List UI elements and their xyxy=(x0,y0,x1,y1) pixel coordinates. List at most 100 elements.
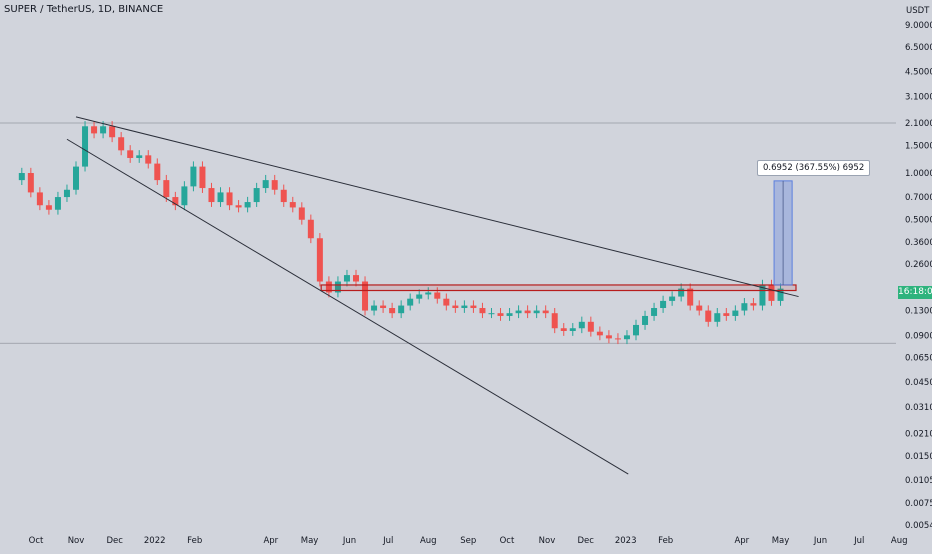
price-tick-label: 6.5000 xyxy=(905,43,932,53)
trendlines xyxy=(66,116,799,475)
candle-body xyxy=(208,188,215,203)
candle-body xyxy=(470,305,477,309)
candle-body xyxy=(551,313,558,329)
time-tick-label: Oct xyxy=(500,536,515,546)
candle-body xyxy=(253,188,260,203)
candle-body xyxy=(154,163,161,181)
support-zone xyxy=(320,284,797,292)
candle-body xyxy=(479,308,486,314)
candle-body xyxy=(262,180,269,189)
time-tick-label: Aug xyxy=(420,536,437,546)
time-tick-label: May xyxy=(301,536,319,546)
time-tick-label: Jul xyxy=(382,536,393,546)
candle-body xyxy=(759,284,766,306)
candle-body xyxy=(777,288,784,301)
candle-body xyxy=(289,202,296,208)
upper-trendline xyxy=(75,116,799,298)
time-tick-label: Jul xyxy=(853,536,864,546)
candle-body xyxy=(371,305,378,311)
candle-body xyxy=(362,281,369,311)
candle-body xyxy=(696,305,703,311)
candle-body xyxy=(515,310,522,314)
candle-body xyxy=(416,294,423,299)
candle-body xyxy=(226,192,233,206)
candle-body xyxy=(82,126,89,167)
time-tick-label: Sep xyxy=(460,536,476,546)
time-tick-label: Oct xyxy=(29,536,44,546)
candle-body xyxy=(669,296,676,301)
candle-body xyxy=(398,305,405,314)
candle-body xyxy=(605,335,612,339)
candle-body xyxy=(578,321,585,329)
time-tick-label: Jun xyxy=(813,536,827,546)
candle-body xyxy=(425,292,432,295)
candle-body xyxy=(633,324,639,336)
candle-body xyxy=(127,150,134,158)
support-zone-box xyxy=(320,284,797,292)
candle-body xyxy=(533,310,540,314)
price-axis: 9.0000 6.5000 4.5000 3.1000 2.1000 1.5000 1.00… xyxy=(905,21,932,531)
candle-body xyxy=(443,298,450,306)
chart-title: SUPER / TetherUS, 1D, BINANCE xyxy=(4,4,164,15)
time-tick-label: Feb xyxy=(658,536,673,546)
candle-body xyxy=(596,331,603,336)
candle-body xyxy=(452,305,459,309)
price-tick-label: 0.0054 xyxy=(905,521,932,531)
candle-body xyxy=(298,207,305,220)
current-price-tag: 16:18:09 xyxy=(898,286,932,299)
candle-body xyxy=(244,202,251,208)
time-tick-label: Aug xyxy=(891,536,908,546)
candle-body xyxy=(280,189,287,203)
price-tick-label: 0.7000 xyxy=(905,193,932,203)
candle-body xyxy=(623,335,630,340)
candle-body xyxy=(109,126,116,138)
candle-body xyxy=(100,126,107,134)
candle-body xyxy=(325,281,332,293)
candle-body xyxy=(235,205,242,208)
candle-body xyxy=(461,305,468,309)
candle-body xyxy=(524,310,531,314)
price-tick-label: 0.0075 xyxy=(905,499,932,509)
candle-body xyxy=(54,197,61,210)
candle-body xyxy=(642,315,649,325)
time-tick-label: Jun xyxy=(342,536,356,546)
candle-body xyxy=(91,126,98,134)
candle-body xyxy=(407,298,414,306)
candle-body xyxy=(163,180,170,198)
price-tick-label: 0.3600 xyxy=(905,238,932,248)
price-tick-label: 1.0000 xyxy=(905,169,932,179)
candle-body xyxy=(678,288,685,297)
candle-body xyxy=(217,192,224,203)
candle-body xyxy=(705,310,712,322)
price-tick-label: 0.0900 xyxy=(905,331,932,341)
candle-body xyxy=(190,166,197,187)
price-tick-label: 0.5000 xyxy=(905,216,932,226)
candle-body xyxy=(732,310,739,316)
candle-body xyxy=(723,313,730,316)
candle-body xyxy=(353,275,359,282)
price-tick-label: 9.0000 xyxy=(905,21,932,31)
time-axis: Oct Nov Dec 2022 Feb Apr May Jun Jul Aug Sep Oct Nov… xyxy=(29,536,908,546)
measure-label: 0.6952 (367.55%) 6952 xyxy=(757,160,871,176)
candle-body xyxy=(497,313,504,316)
candle-body xyxy=(434,292,441,299)
price-tick-label: 0.1300 xyxy=(905,307,932,317)
time-tick-label: Dec xyxy=(577,536,594,546)
price-tick-label: 0.2600 xyxy=(905,260,932,270)
time-tick-label: 2023 xyxy=(615,536,637,546)
candle-body xyxy=(145,155,152,164)
candle-body xyxy=(488,313,495,315)
price-tick-label: 0.0450 xyxy=(905,378,932,388)
candle-body xyxy=(560,328,567,331)
candle-body xyxy=(651,308,658,316)
candle-body xyxy=(136,155,143,158)
candle-body xyxy=(660,300,667,309)
candle-body xyxy=(63,189,70,198)
candle-body xyxy=(18,173,25,181)
candle-body xyxy=(271,180,278,190)
price-tick-label: 0.0150 xyxy=(905,452,932,462)
price-tick-label: 4.5000 xyxy=(905,68,932,78)
candle-body xyxy=(334,281,341,293)
